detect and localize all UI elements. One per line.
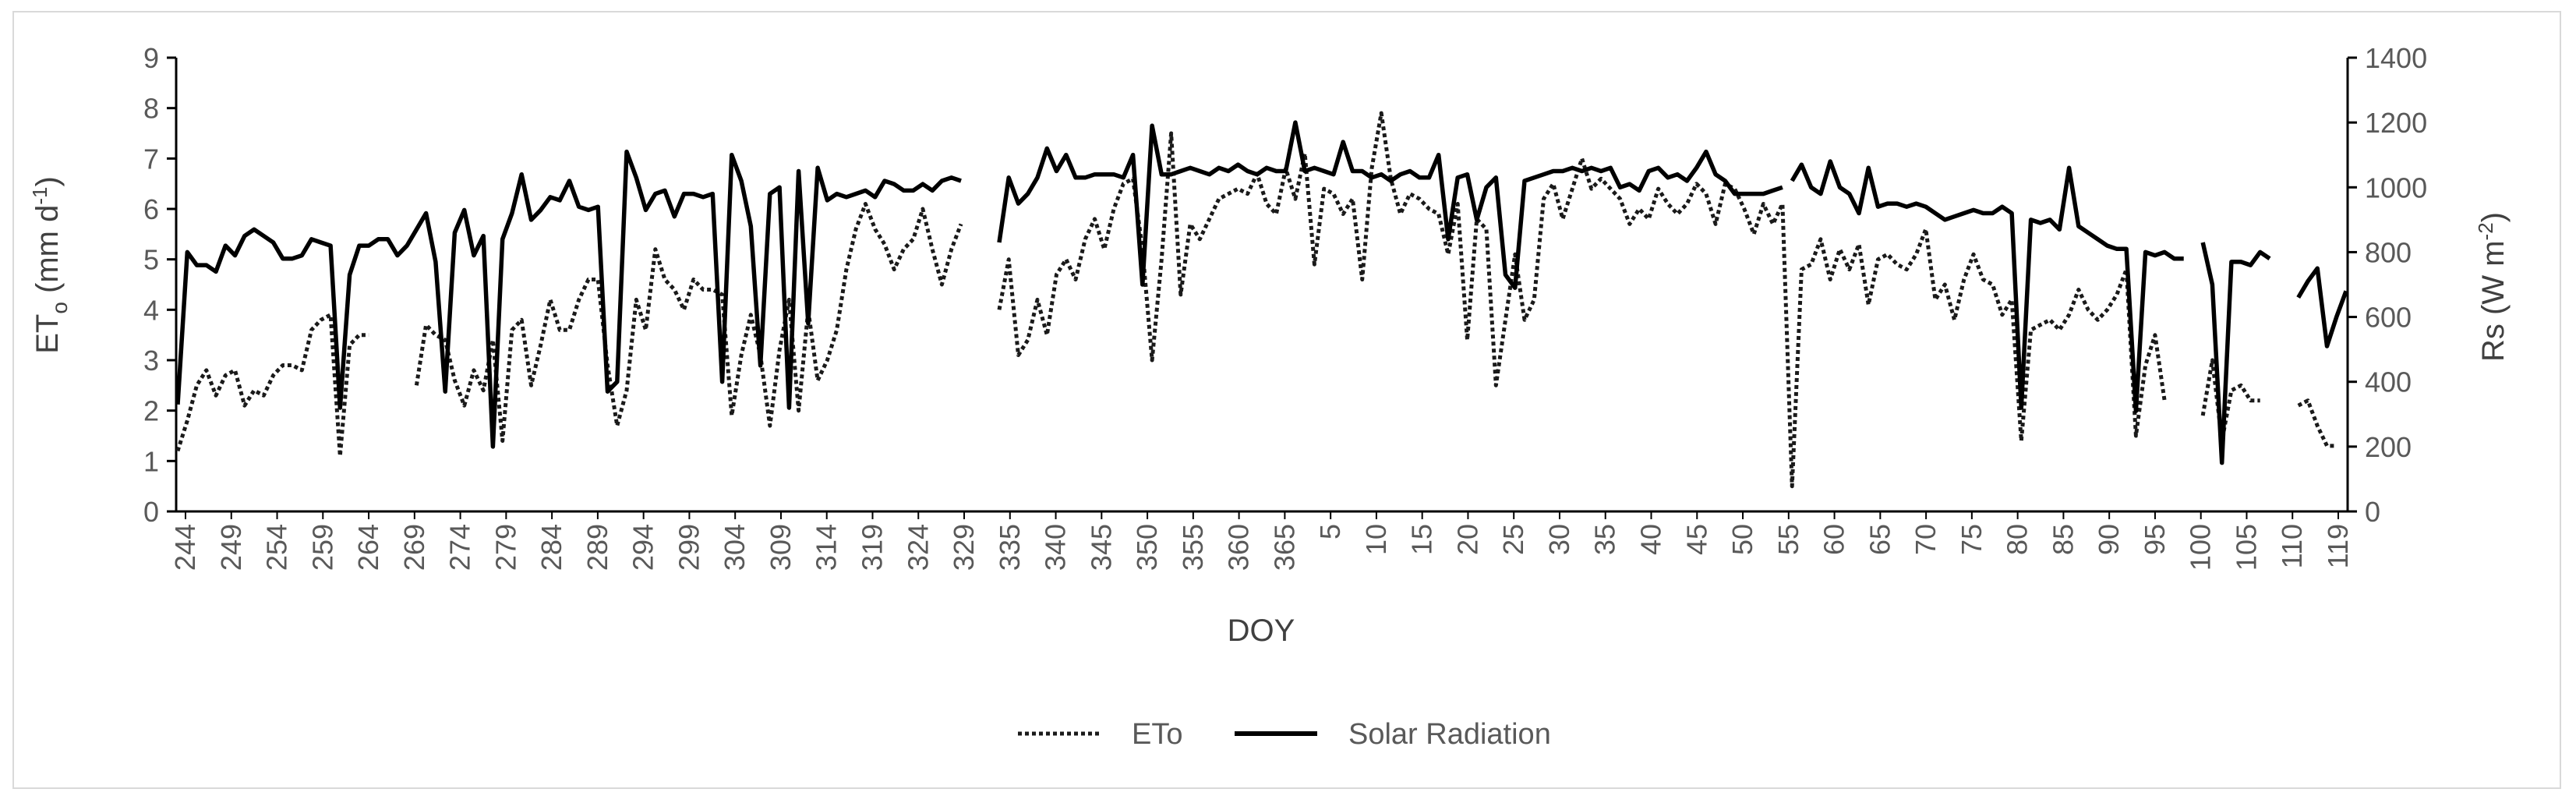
y-axis-left-title: ETo (mm d-1) bbox=[28, 176, 72, 354]
x-axis-tick-label: 20 bbox=[1451, 524, 1483, 555]
y-axis-right-tick-label: 800 bbox=[2365, 236, 2412, 268]
x-axis-tick-label: 244 bbox=[169, 524, 201, 571]
x-axis-tick-label: 105 bbox=[2230, 524, 2262, 571]
x-axis-tick-label: 294 bbox=[627, 524, 659, 571]
y-axis-left-ticks: 0 1 2 3 4 5 6 7 8 9 bbox=[143, 42, 176, 528]
x-axis-tick-label: 335 bbox=[994, 524, 1026, 571]
x-axis-tick-label: 45 bbox=[1680, 524, 1712, 555]
x-axis-tick-label: 25 bbox=[1497, 524, 1529, 555]
y-axis-left-tick-label: 3 bbox=[143, 345, 159, 377]
x-axis-tick-label: 314 bbox=[811, 524, 843, 571]
x-axis-tick-label: 110 bbox=[2276, 524, 2308, 568]
x-axis-tick-label: 329 bbox=[948, 524, 980, 571]
y-axis-left-title-mid: (mm d bbox=[30, 205, 65, 302]
y-axis-left-tick-label: 8 bbox=[143, 93, 159, 125]
x-axis-tick-label: 319 bbox=[856, 524, 888, 571]
x-axis-tick-label: 100 bbox=[2185, 524, 2217, 571]
x-axis-tick-label: 35 bbox=[1589, 524, 1621, 555]
series-layer bbox=[175, 111, 2348, 489]
y-axis-left-title-sub: o bbox=[48, 302, 72, 314]
x-axis-tick-label: 40 bbox=[1635, 524, 1667, 555]
x-axis-tick-label: 80 bbox=[2002, 524, 2034, 555]
x-axis-title: DOY bbox=[1228, 614, 1295, 648]
x-axis-tick-label: 279 bbox=[489, 524, 521, 571]
series-solar-radiation-line bbox=[2296, 266, 2348, 348]
y-axis-left-title-base: ET bbox=[30, 314, 65, 354]
y-axis-right-tick-label: 0 bbox=[2365, 496, 2380, 528]
x-axis-tick-label: 254 bbox=[261, 524, 293, 571]
x-axis-tick-label: 15 bbox=[1406, 524, 1438, 555]
y-axis-left-title-sup: -1 bbox=[28, 187, 51, 205]
legend: ETo Solar Radiation bbox=[1018, 718, 1551, 751]
x-axis-tick-label: 350 bbox=[1131, 524, 1163, 571]
x-axis-tick-label: 299 bbox=[673, 524, 705, 571]
y-axis-right-tick-label: 1200 bbox=[2365, 107, 2427, 139]
x-axis-tick-label: 60 bbox=[1818, 524, 1850, 555]
y-axis-right-ticks: 0 200 400 600 800 1000 1200 1400 bbox=[2348, 42, 2427, 528]
y-axis-left-tick-label: 0 bbox=[143, 496, 159, 528]
x-axis-tick-label: 355 bbox=[1177, 524, 1209, 571]
y-axis-right-tick-label: 400 bbox=[2365, 366, 2412, 398]
x-axis-tick-label: 50 bbox=[1726, 524, 1758, 555]
y-axis-right-title-base: Rs (W m bbox=[2476, 240, 2511, 362]
series-solar-radiation-line bbox=[2200, 242, 2271, 465]
series-solar-radiation-line bbox=[175, 149, 962, 449]
y-axis-right-tick-label: 600 bbox=[2365, 302, 2412, 334]
y-axis-right-tick-label: 200 bbox=[2365, 431, 2412, 463]
legend-solar-label: Solar Radiation bbox=[1348, 718, 1551, 751]
y-axis-left-tick-label: 6 bbox=[143, 193, 159, 225]
x-axis-tick-label: 95 bbox=[2139, 524, 2171, 555]
series-eto-line bbox=[997, 111, 2167, 489]
y-axis-left-title-end: ) bbox=[30, 176, 65, 186]
x-axis-tick-label: 274 bbox=[444, 524, 476, 571]
x-axis-tick-label: 365 bbox=[1268, 524, 1300, 571]
series-eto-line bbox=[414, 202, 963, 443]
chart-axes bbox=[175, 58, 2349, 513]
legend-eto-label: ETo bbox=[1132, 718, 1182, 751]
x-axis-tick-label: 119 bbox=[2322, 524, 2354, 568]
x-axis-tick-label: 70 bbox=[1910, 524, 1942, 555]
x-axis-tick-label: 269 bbox=[398, 524, 430, 571]
y-axis-left-tick-label: 2 bbox=[143, 395, 159, 427]
x-axis-tick-label: 55 bbox=[1772, 524, 1804, 555]
series-solar-radiation-line bbox=[1790, 159, 2184, 413]
x-axis-tick-label: 304 bbox=[719, 524, 751, 571]
y-axis-left-tick-label: 5 bbox=[143, 244, 159, 276]
y-axis-right-title-end: ) bbox=[2476, 212, 2511, 222]
x-axis-ticks: 244 249 254 259 264 269 274 279 284 289 294 299 304 3… bbox=[169, 511, 2354, 571]
x-axis-tick-label: 324 bbox=[902, 524, 934, 571]
x-axis-tick-label: 289 bbox=[581, 524, 613, 571]
x-axis-tick-label: 340 bbox=[1040, 524, 1072, 571]
x-axis-tick-label: 249 bbox=[215, 524, 247, 571]
x-axis-tick-label: 264 bbox=[352, 524, 384, 571]
y-axis-left-tick-label: 1 bbox=[143, 445, 159, 477]
x-axis-tick-label: 65 bbox=[1864, 524, 1896, 555]
x-axis-tick-label: 10 bbox=[1360, 524, 1392, 555]
y-axis-right-tick-label: 1000 bbox=[2365, 172, 2427, 203]
x-axis-tick-label: 5 bbox=[1314, 524, 1346, 539]
x-axis-tick-label: 90 bbox=[2093, 524, 2125, 555]
x-axis-tick-label: 284 bbox=[535, 524, 567, 571]
series-solar-radiation-line bbox=[997, 120, 1783, 290]
y-axis-right-title: Rs (W m-2) bbox=[2474, 212, 2511, 362]
x-axis-tick-label: 75 bbox=[1956, 524, 1988, 555]
y-axis-right-title-sup: -2 bbox=[2474, 222, 2497, 240]
x-axis-tick-label: 85 bbox=[2047, 524, 2079, 555]
y-axis-right-tick-label: 1400 bbox=[2365, 42, 2427, 74]
x-axis-tick-label: 259 bbox=[306, 524, 338, 571]
series-eto-line bbox=[175, 313, 369, 458]
y-axis-left-tick-label: 9 bbox=[143, 42, 159, 74]
x-axis-tick-label: 309 bbox=[765, 524, 797, 571]
x-axis-tick-label: 345 bbox=[1085, 524, 1117, 571]
series-eto-line bbox=[2297, 398, 2337, 448]
series-eto-line bbox=[2200, 358, 2260, 443]
x-axis-tick-label: 30 bbox=[1543, 524, 1575, 555]
y-axis-left-tick-label: 4 bbox=[143, 294, 159, 326]
x-axis-tick-label: 360 bbox=[1223, 524, 1255, 571]
y-axis-left-tick-label: 7 bbox=[143, 143, 159, 175]
